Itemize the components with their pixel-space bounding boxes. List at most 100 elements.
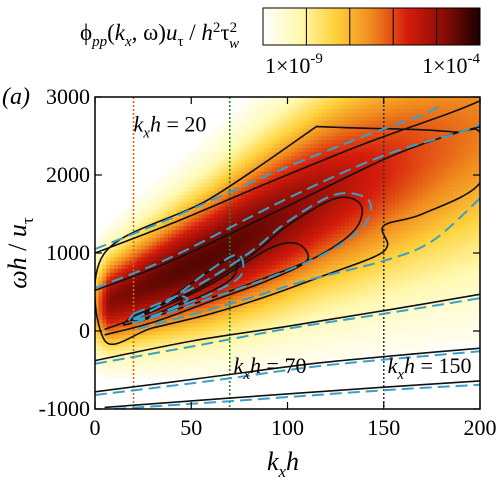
field-cell bbox=[376, 229, 380, 234]
field-cell bbox=[372, 249, 376, 254]
field-cell bbox=[326, 288, 330, 293]
field-cell bbox=[152, 253, 156, 258]
field-cell bbox=[214, 327, 218, 332]
field-cell bbox=[106, 346, 110, 351]
field-cell bbox=[357, 186, 361, 191]
field-cell bbox=[280, 253, 284, 258]
field-cell bbox=[245, 323, 249, 328]
field-cell bbox=[353, 112, 357, 117]
field-cell bbox=[353, 300, 357, 305]
field-cell bbox=[310, 112, 314, 117]
field-cell bbox=[164, 237, 168, 242]
field-cell bbox=[241, 155, 245, 160]
field-cell bbox=[368, 233, 372, 238]
field-cell bbox=[164, 249, 168, 254]
field-cell bbox=[357, 327, 361, 332]
field-cell bbox=[368, 151, 372, 156]
field-cell bbox=[326, 354, 330, 359]
field-cell bbox=[349, 272, 353, 277]
field-cell bbox=[360, 335, 364, 340]
field-cell bbox=[156, 237, 160, 242]
field-cell bbox=[114, 225, 118, 230]
field-cell bbox=[176, 350, 180, 355]
field-cell bbox=[156, 370, 160, 375]
field-cell bbox=[322, 206, 326, 211]
field-cell bbox=[287, 245, 291, 250]
field-cell bbox=[237, 120, 241, 125]
field-cell bbox=[387, 112, 391, 117]
field-cell bbox=[353, 206, 357, 211]
field-cell bbox=[203, 362, 207, 367]
field-cell bbox=[310, 229, 314, 234]
field-cell bbox=[179, 350, 183, 355]
field-cell bbox=[357, 280, 361, 285]
field-cell bbox=[326, 163, 330, 168]
field-cell bbox=[160, 374, 164, 379]
field-cell bbox=[118, 335, 122, 340]
field-cell bbox=[372, 120, 376, 125]
field-cell bbox=[160, 354, 164, 359]
field-cell bbox=[191, 370, 195, 375]
field-cell bbox=[299, 315, 303, 320]
field-cell bbox=[299, 307, 303, 312]
field-cell bbox=[222, 323, 226, 328]
field-cell bbox=[314, 327, 318, 332]
field-cell bbox=[318, 339, 322, 344]
field-cell bbox=[156, 296, 160, 301]
field-cell bbox=[364, 253, 368, 258]
field-cell bbox=[318, 292, 322, 297]
field-cell bbox=[399, 296, 403, 301]
field-cell bbox=[376, 120, 380, 125]
field-cell bbox=[306, 346, 310, 351]
field-cell bbox=[280, 124, 284, 129]
field-cell bbox=[222, 249, 226, 254]
field-cell bbox=[168, 210, 172, 215]
field-cell bbox=[357, 105, 361, 110]
field-cell bbox=[345, 331, 349, 336]
field-cell bbox=[337, 319, 341, 324]
field-cell bbox=[260, 288, 264, 293]
field-cell bbox=[199, 253, 203, 258]
field-cell bbox=[199, 233, 203, 238]
field-cell bbox=[403, 167, 407, 172]
field-cell bbox=[145, 190, 149, 195]
field-cell bbox=[179, 261, 183, 266]
field-cell bbox=[310, 296, 314, 301]
field-cell bbox=[241, 222, 245, 227]
field-cell bbox=[330, 120, 334, 125]
field-cell bbox=[399, 155, 403, 160]
field-cell bbox=[99, 237, 103, 242]
field-cell bbox=[283, 300, 287, 305]
field-cell bbox=[372, 272, 376, 277]
field-cell bbox=[345, 186, 349, 191]
field-cell bbox=[337, 249, 341, 254]
field-cell bbox=[283, 136, 287, 141]
field-cell bbox=[164, 179, 168, 184]
field-cell bbox=[395, 136, 399, 141]
field-cell bbox=[237, 218, 241, 223]
field-cell bbox=[195, 222, 199, 227]
field-cell bbox=[99, 241, 103, 246]
field-cell bbox=[333, 159, 337, 164]
field-cell bbox=[102, 261, 106, 266]
field-cell bbox=[160, 190, 164, 195]
field-cell bbox=[330, 323, 334, 328]
field-cell bbox=[276, 194, 280, 199]
field-cell bbox=[345, 300, 349, 305]
field-cell bbox=[345, 339, 349, 344]
field-cell bbox=[283, 128, 287, 132]
field-cell bbox=[206, 159, 210, 164]
field-cell bbox=[407, 331, 411, 336]
field-cell bbox=[376, 257, 380, 262]
field-cell bbox=[179, 198, 183, 203]
field-cell bbox=[399, 268, 403, 273]
field-cell bbox=[391, 300, 395, 305]
field-cell bbox=[137, 362, 141, 367]
field-cell bbox=[218, 358, 222, 363]
field-cell bbox=[318, 101, 322, 106]
field-cell bbox=[280, 108, 284, 113]
field-cell bbox=[149, 233, 153, 238]
field-cell bbox=[372, 214, 376, 219]
field-cell bbox=[306, 339, 310, 344]
field-cell bbox=[272, 175, 276, 180]
